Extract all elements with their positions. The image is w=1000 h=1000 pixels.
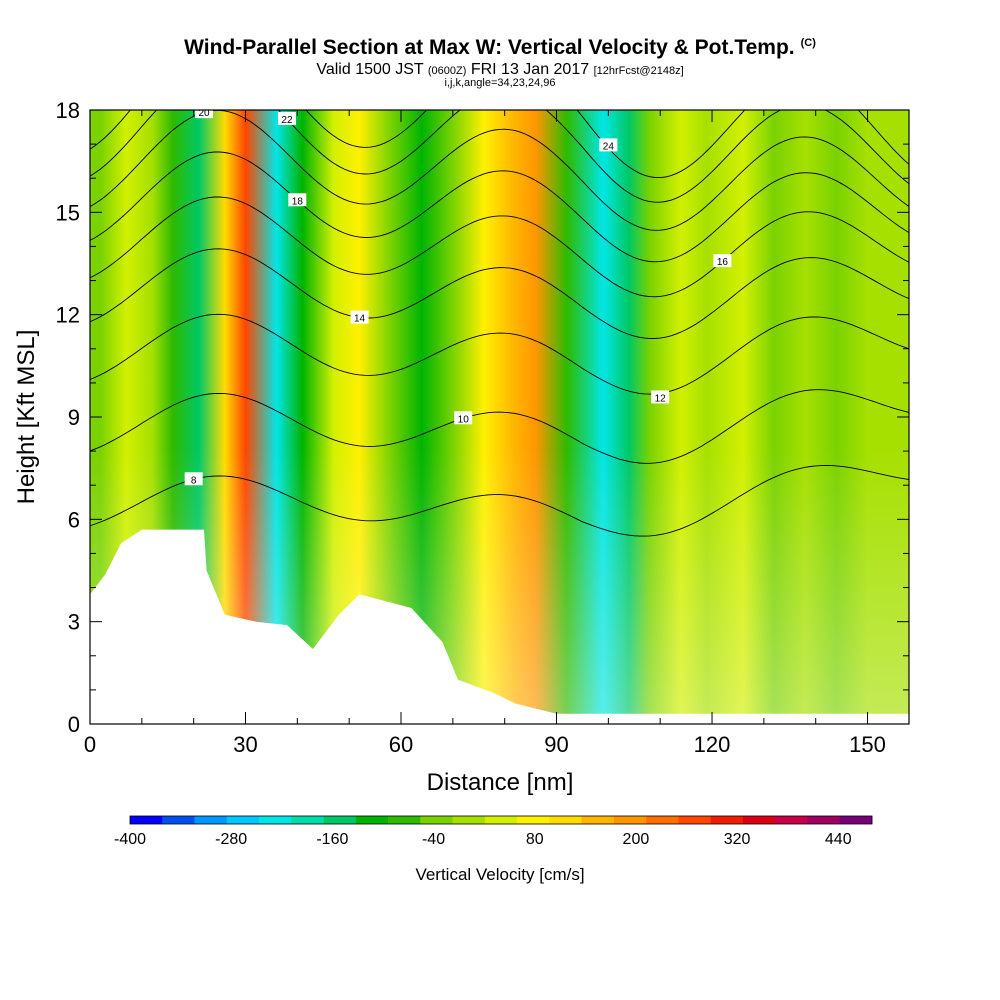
theta-contour bbox=[90, 110, 909, 231]
y-tick-label: 18 bbox=[56, 98, 80, 123]
y-tick-label: 6 bbox=[68, 507, 80, 532]
y-axis-label: Height [Kft MSL] bbox=[13, 330, 40, 505]
colorbar-tick-label: 80 bbox=[526, 831, 544, 848]
theta-label: 12 bbox=[655, 393, 667, 404]
y-tick-label: 0 bbox=[68, 712, 80, 737]
colorbar: -400 -280 -160 -40 80 200 320 440 bbox=[114, 815, 873, 848]
theta-label-box bbox=[184, 472, 203, 486]
theta-label: 24 bbox=[603, 141, 615, 152]
chart-subtitle: Valid 1500 JST (0600Z) FRI 13 Jan 2017 [… bbox=[0, 61, 1000, 79]
colorbar-swatch bbox=[452, 816, 486, 824]
colorbar-swatch bbox=[742, 816, 776, 824]
theta-label: 20 bbox=[198, 108, 210, 119]
x-tick-label: 120 bbox=[694, 732, 731, 757]
colorbar-swatch bbox=[226, 816, 260, 824]
x-tick-label: 90 bbox=[544, 732, 568, 757]
y-tick-label: 15 bbox=[56, 200, 80, 225]
colorbar-tick-label: -400 bbox=[114, 831, 146, 848]
theta-contours bbox=[90, 110, 909, 537]
colorbar-label: Vertical Velocity [cm/s] bbox=[415, 865, 584, 884]
valid-utc: (0600Z) bbox=[427, 65, 467, 77]
colorbar-swatch bbox=[775, 816, 808, 824]
theta-contour-labels: 8 10 12 14 16 18 20 22 24 bbox=[184, 108, 732, 486]
colorbar-swatch bbox=[130, 816, 163, 824]
terrain-mask bbox=[90, 529, 909, 724]
theta-contour bbox=[90, 196, 909, 298]
x-tick-label: 30 bbox=[233, 732, 257, 757]
colorbar-swatch bbox=[484, 816, 518, 824]
valid-time: Valid 1500 JST bbox=[316, 61, 424, 78]
theta-contour bbox=[90, 151, 909, 263]
colorbar-swatch bbox=[517, 816, 550, 824]
chart-title: Wind-Parallel Section at Max W: Vertical… bbox=[0, 36, 1000, 60]
theta-label: 16 bbox=[717, 257, 729, 268]
theta-label-box bbox=[288, 193, 307, 207]
x-tick-label: 150 bbox=[849, 732, 886, 757]
colorbar-swatch bbox=[388, 816, 421, 824]
colorbar-swatch bbox=[646, 816, 679, 824]
colorbar-frame bbox=[129, 815, 873, 825]
colorbar-swatch bbox=[807, 816, 841, 824]
colorbar-tick-label: 200 bbox=[623, 831, 650, 848]
theta-label-box bbox=[277, 112, 296, 126]
theta-label: 14 bbox=[354, 314, 366, 325]
theta-contour bbox=[90, 313, 909, 395]
theta-label: 8 bbox=[191, 475, 197, 486]
colorbar-swatch bbox=[259, 816, 292, 824]
colorbar-tick-label: 320 bbox=[724, 831, 751, 848]
theta-label-box bbox=[350, 310, 369, 324]
valid-date: FRI 13 Jan 2017 bbox=[470, 61, 590, 78]
x-tick-label: 0 bbox=[84, 732, 96, 757]
x-tick-label: 60 bbox=[389, 732, 413, 757]
x-axis-label: Distance [nm] bbox=[427, 769, 574, 796]
theta-contour bbox=[90, 248, 909, 339]
theta-label-box bbox=[599, 138, 618, 152]
colorbar-tick-label: -40 bbox=[422, 831, 445, 848]
x-axis: 0 30 60 90 120 150 bbox=[84, 110, 886, 757]
chart-title-text: Wind-Parallel Section at Max W: Vertical… bbox=[184, 36, 795, 59]
colorbar-tick-label: 440 bbox=[825, 831, 852, 848]
colorbar-swatch bbox=[323, 816, 357, 824]
colorbar-swatch bbox=[355, 816, 389, 824]
colorbar-tick-label: -280 bbox=[215, 831, 247, 848]
colorbar-swatch bbox=[549, 816, 582, 824]
colorbar-tick-label: -160 bbox=[316, 831, 348, 848]
y-tick-label: 3 bbox=[68, 610, 80, 635]
y-tick-label: 9 bbox=[68, 405, 80, 430]
theta-label-box bbox=[195, 110, 214, 119]
colorbar-swatch bbox=[613, 816, 647, 824]
colorbar-swatch bbox=[162, 816, 195, 824]
theta-label-box bbox=[713, 254, 732, 268]
y-axis: 0 3 6 9 12 15 18 bbox=[56, 98, 909, 737]
colorbar-swatch bbox=[420, 816, 453, 824]
forecast-info: [12hrFcst@2148z] bbox=[593, 65, 684, 77]
title-unit: (C) bbox=[800, 37, 816, 49]
theta-label: 10 bbox=[458, 414, 470, 425]
theta-label-box bbox=[651, 390, 670, 404]
colorbar-swatch bbox=[839, 816, 873, 824]
theta-label-box bbox=[454, 411, 473, 425]
theta-contour bbox=[90, 465, 909, 537]
colorbar-swatch bbox=[581, 816, 615, 824]
grid-info: i,j,k,angle=34,23,24,96 bbox=[444, 77, 556, 89]
colorbar-swatch bbox=[194, 816, 228, 824]
theta-label: 22 bbox=[281, 115, 293, 126]
colorbar-swatch bbox=[678, 816, 711, 824]
theta-label: 18 bbox=[292, 196, 304, 207]
y-tick-label: 12 bbox=[56, 303, 80, 328]
colorbar-swatch bbox=[710, 816, 744, 824]
theta-contour bbox=[90, 110, 909, 203]
colorbar-swatch bbox=[291, 816, 324, 824]
theta-contour bbox=[90, 389, 909, 464]
